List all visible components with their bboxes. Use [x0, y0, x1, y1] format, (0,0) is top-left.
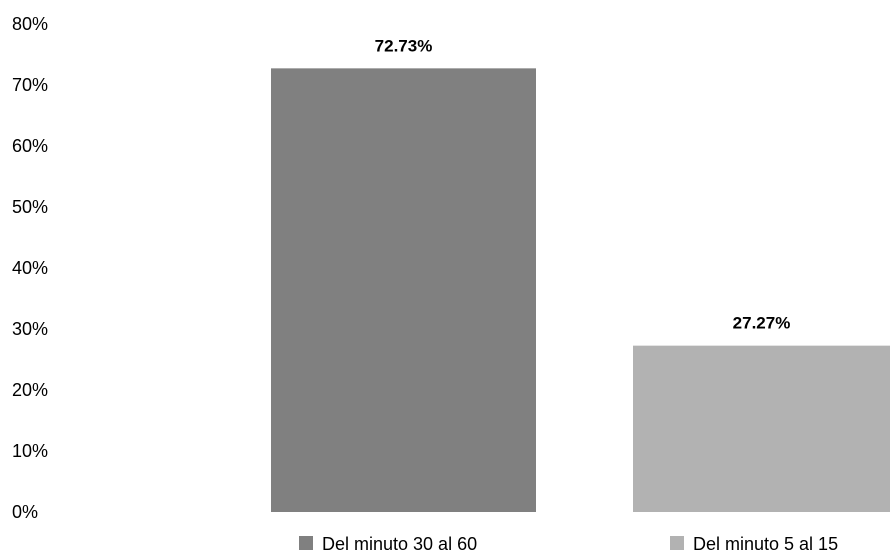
- y-tick-label: 40%: [12, 258, 48, 278]
- bar-value-label: 27.27%: [733, 314, 791, 333]
- y-tick-label: 70%: [12, 75, 48, 95]
- legend-swatch: [670, 536, 684, 550]
- y-axis: 0% 10% 20% 30% 40% 50% 60% 70% 80%: [12, 14, 48, 522]
- y-tick-label: 80%: [12, 14, 48, 34]
- data-labels: 72.73% 27.27%: [375, 36, 791, 332]
- bars: [271, 68, 890, 513]
- legend-item: Del minuto 5 al 15: [670, 534, 838, 554]
- bar-value-label: 72.73%: [375, 36, 433, 55]
- y-tick-label: 50%: [12, 197, 48, 217]
- legend-label: Del minuto 5 al 15: [693, 534, 838, 554]
- y-tick-label: 20%: [12, 380, 48, 400]
- legend-swatch: [299, 536, 313, 550]
- y-tick-label: 60%: [12, 136, 48, 156]
- bar-1: [271, 68, 536, 513]
- y-tick-label: 10%: [12, 441, 48, 461]
- legend-label: Del minuto 30 al 60: [322, 534, 477, 554]
- y-tick-label: 30%: [12, 319, 48, 339]
- legend-item: Del minuto 30 al 60: [299, 534, 477, 554]
- bar-2: [633, 345, 890, 512]
- legend: Del minuto 30 al 60 Del minuto 5 al 15: [299, 534, 838, 554]
- y-tick-label: 0%: [12, 502, 38, 522]
